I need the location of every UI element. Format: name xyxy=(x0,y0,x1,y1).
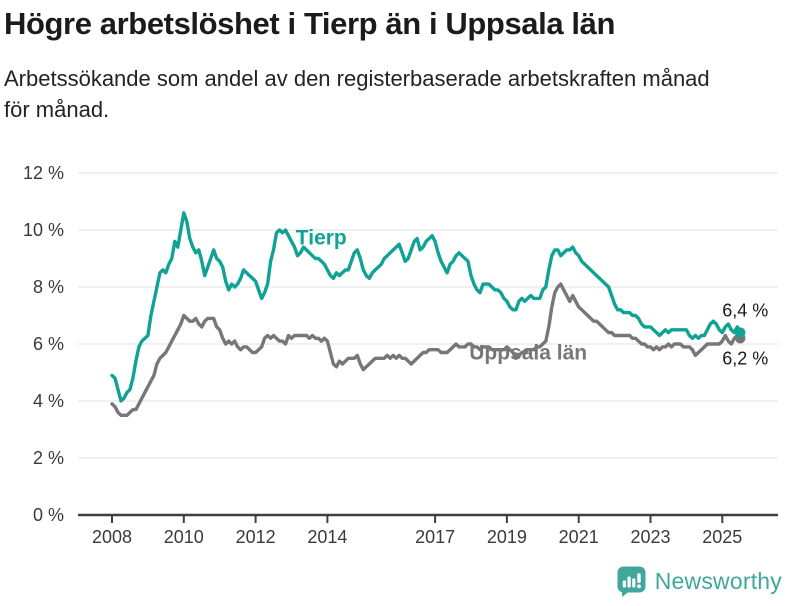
chart-subtitle: Arbetssökande som andel av den registerb… xyxy=(4,63,800,125)
x-axis-label: 2023 xyxy=(630,527,670,547)
chart-page: Högre arbetslöshet i Tierp än i Uppsala … xyxy=(0,6,800,597)
end-value-label: 6,4 % xyxy=(722,301,768,321)
y-axis-label: 10 % xyxy=(23,220,64,240)
x-axis-label: 2014 xyxy=(307,527,347,547)
x-axis-label: 2012 xyxy=(236,527,276,547)
page-title: Högre arbetslöshet i Tierp än i Uppsala … xyxy=(4,6,616,41)
uppsala-l-n-series-label: Uppsala län xyxy=(469,342,587,365)
newsworthy-logo: Newsworthy xyxy=(617,566,782,597)
bar-icon xyxy=(622,580,626,588)
chart-subtitle-line2: för månad. xyxy=(4,96,110,122)
end-value-label: 6,2 % xyxy=(722,348,768,368)
x-axis-label: 2025 xyxy=(702,527,742,547)
tierp-line xyxy=(110,211,742,403)
y-axis-label: 8 % xyxy=(33,277,64,297)
y-axis-label: 12 % xyxy=(23,163,64,183)
y-axis-label: 2 % xyxy=(33,448,64,468)
chart-subtitle-line1: Arbetssökande som andel av den registerb… xyxy=(4,65,710,91)
y-axis-label: 4 % xyxy=(33,391,64,411)
exclamation-dot xyxy=(636,584,641,589)
bar-icon xyxy=(631,578,636,588)
x-axis-label: 2021 xyxy=(559,527,599,547)
tierp-series-label: Tierp xyxy=(296,226,347,249)
newsworthy-icon xyxy=(617,566,646,597)
x-axis-label: 2019 xyxy=(487,527,527,547)
uppsala-l-n-line xyxy=(110,282,742,417)
bar-icon xyxy=(627,576,631,588)
x-axis-label: 2008 xyxy=(92,527,132,547)
exclamation-icon xyxy=(637,573,641,583)
tierp-end-dot xyxy=(735,327,746,338)
line-chart: 0 % 2 % 4 % 6 % 8 % 10 % 12 % 2008 2010 2012 2014 2… xyxy=(23,163,778,547)
y-axis-label: 6 % xyxy=(33,334,64,354)
x-axis-label: 2010 xyxy=(164,527,204,547)
y-axis-label: 0 % xyxy=(33,505,64,525)
x-axis-label: 2017 xyxy=(415,527,455,547)
newsworthy-wordmark: Newsworthy xyxy=(654,568,782,594)
